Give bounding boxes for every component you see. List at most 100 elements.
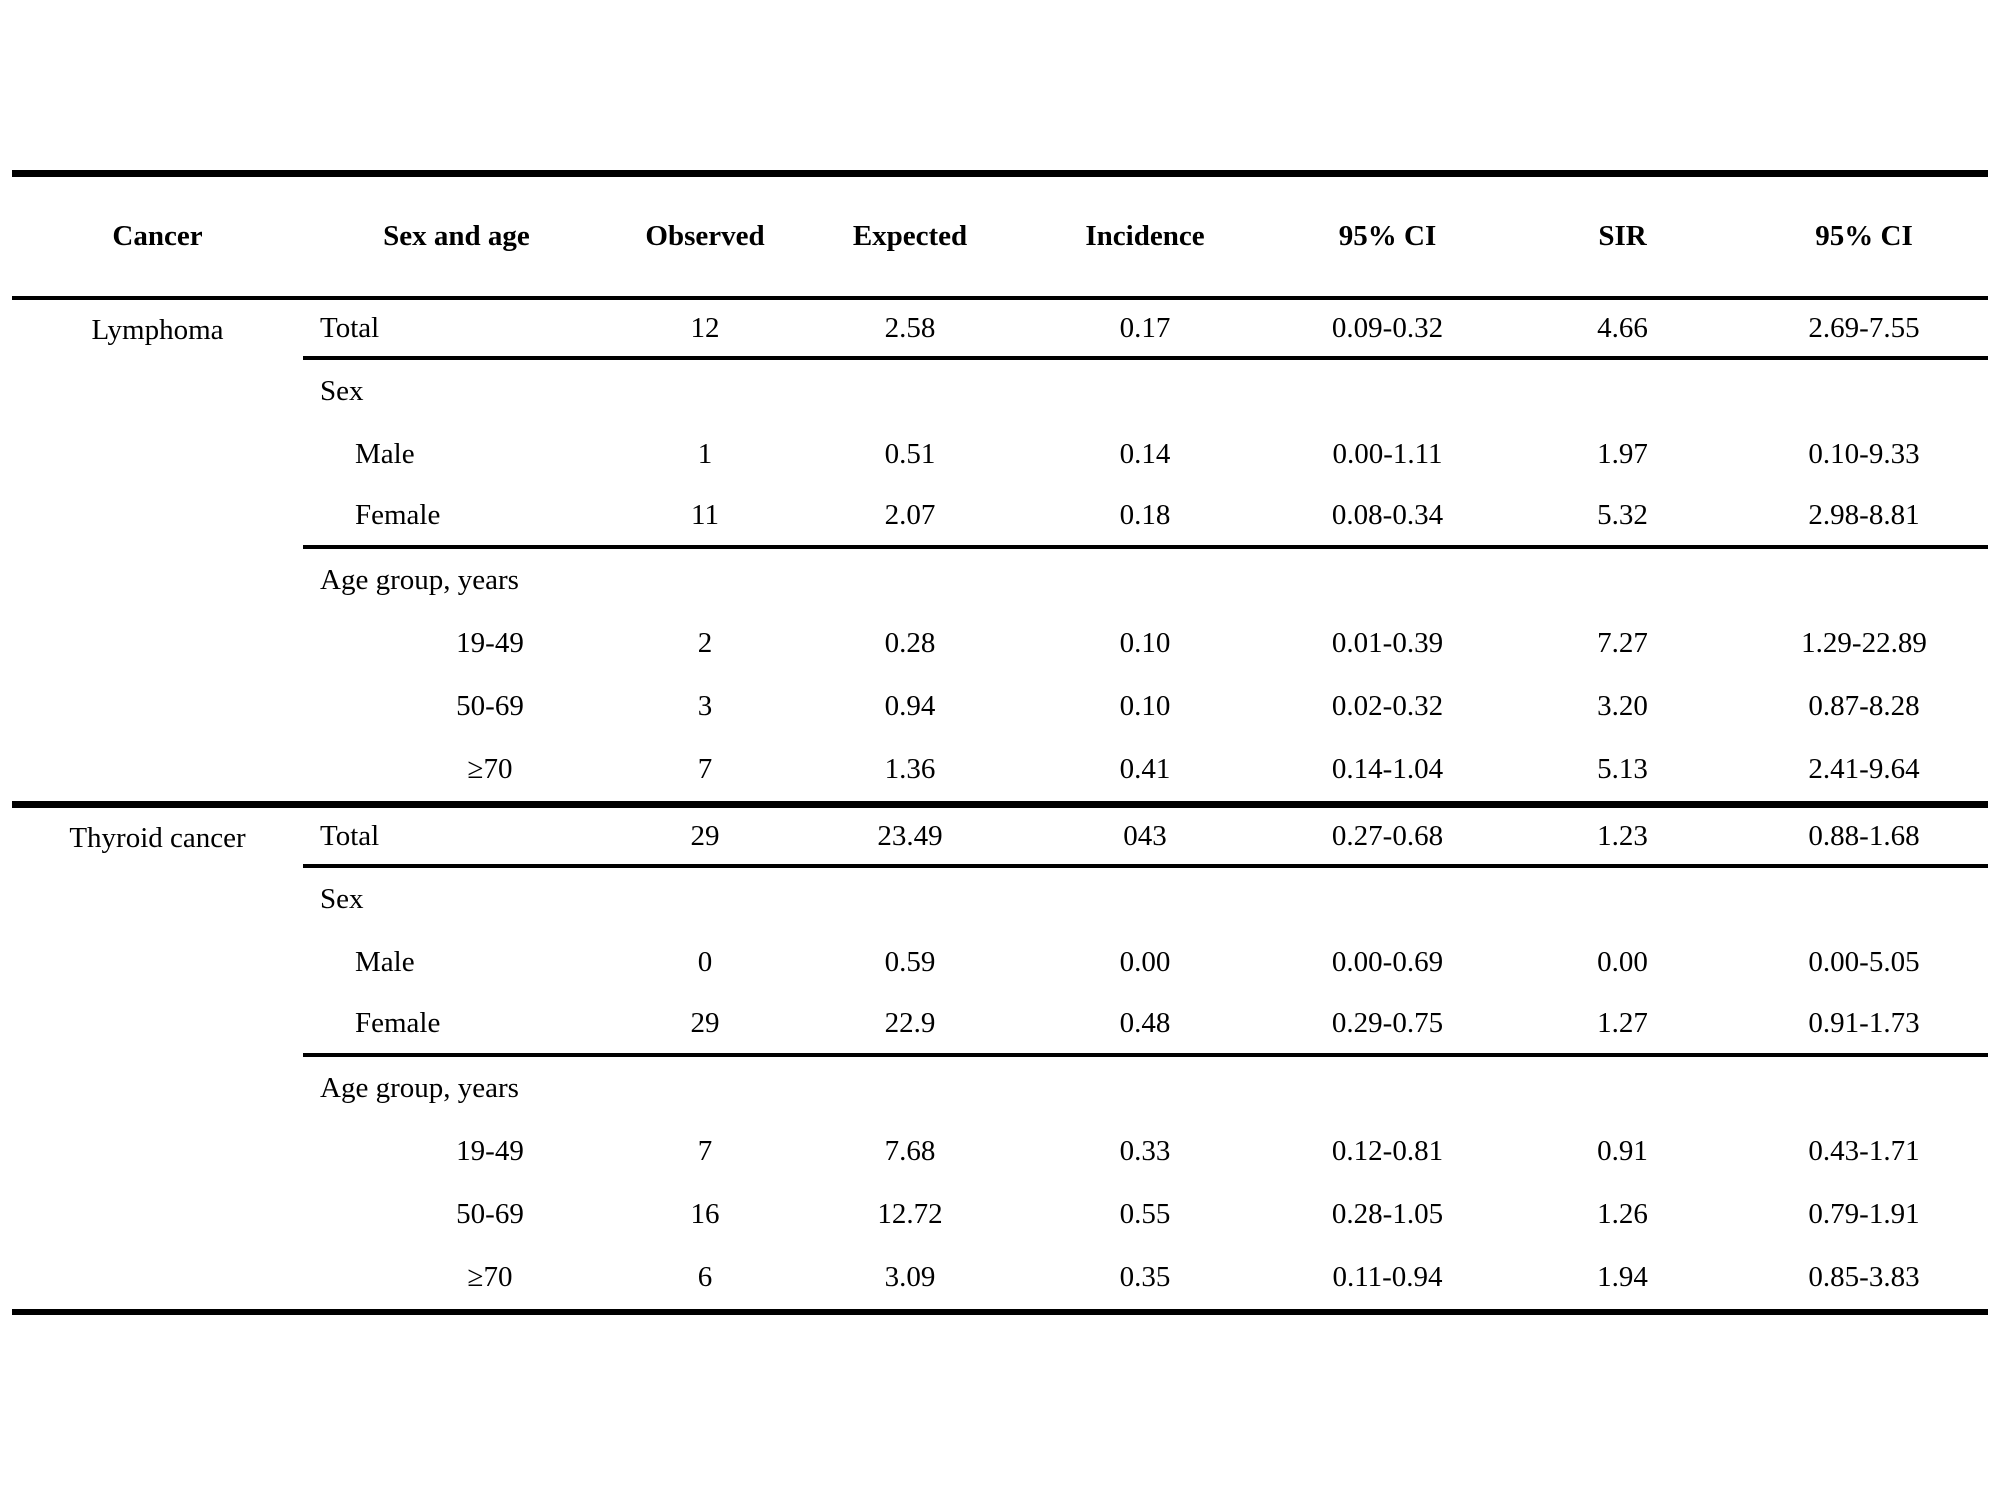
table-row: Male 1 0.51 0.14 0.00-1.11 1.97 0.10-9.33 [12,423,1988,486]
cancer-name-cell [12,360,303,423]
cell-sir: 3.20 [1597,690,1648,722]
row-label: 19-49 [456,1135,524,1167]
cell-expected: 7.68 [884,1135,936,1167]
cell-incidence-ci: 0.01-0.39 [1331,627,1444,659]
cell-incidence: 0.17 [1119,311,1171,344]
cancer-name-cell [12,738,303,801]
cell-sir: 1.97 [1597,438,1648,470]
row-label-cell: Age group, years [303,1072,610,1105]
table-row: Sex [12,868,1988,931]
row-label: Total [320,311,380,344]
column-header-sir-ci: 95% CI [1815,220,1913,252]
cancer-name-cell [12,1120,303,1183]
cell-sir-ci: 2.98-8.81 [1808,499,1920,531]
table-body: Lymphoma Total 12 2.58 0.17 0.09-0.32 4.66 2.69… [12,300,1988,1309]
cancer-name-cell [12,1057,303,1120]
row-cells: 50-69 3 0.94 0.10 0.02-0.32 3.20 0.87-8.28 [303,675,1988,738]
row-label: Sex [320,375,364,407]
row-label: Female [355,499,441,531]
cancer-name-cell [12,612,303,675]
row-cells: ≥70 6 3.09 0.35 0.11-0.94 1.94 0.85-3.83 [303,1246,1988,1309]
cell-sir: 1.27 [1597,1007,1648,1039]
cell-expected: 0.28 [884,627,936,659]
row-label-cell: Male [303,438,610,471]
table-header-row: Cancer Sex and age Observed Expected Inc… [12,177,1988,300]
cancer-name-cell [12,549,303,612]
cell-expected: 0.59 [884,946,936,978]
column-header-observed: Observed [645,220,765,252]
row-cells: Sex [303,360,1988,423]
table-row: Sex [12,360,1988,423]
column-header-cancer: Cancer [112,220,203,252]
cell-sir: 4.66 [1597,311,1648,344]
cancer-name-cell: Lymphoma [91,313,224,346]
row-label-cell: Age group, years [303,564,610,597]
row-label: 19-49 [456,627,524,659]
cell-expected: 12.72 [877,1198,943,1230]
row-cells: ≥70 7 1.36 0.41 0.14-1.04 5.13 2.41-9.64 [303,738,1988,801]
cancer-name-cell [12,1183,303,1246]
cell-sir-ci: 0.85-3.83 [1808,1261,1920,1293]
cell-observed: 29 [690,1007,720,1039]
cell-incidence: 0.55 [1119,1198,1171,1230]
cell-observed: 11 [691,499,719,531]
cell-incidence-ci: 0.09-0.32 [1331,311,1444,344]
cancer-name-cell [12,423,303,486]
cell-observed: 6 [697,1261,713,1293]
column-header-incidence-ci: 95% CI [1338,220,1437,252]
row-label-cell: 19-49 [303,627,610,660]
cancer-name-cell [12,1246,303,1309]
cell-observed: 0 [697,946,713,978]
cell-sir-ci: 2.41-9.64 [1808,753,1920,785]
row-label: Male [355,438,415,470]
table-row: ≥70 6 3.09 0.35 0.11-0.94 1.94 0.85-3.83 [12,1246,1988,1309]
table-row: 50-69 3 0.94 0.10 0.02-0.32 3.20 0.87-8.28 [12,675,1988,738]
table-row: 19-49 2 0.28 0.10 0.01-0.39 7.27 1.29-22.89 [12,612,1988,675]
row-cells: Age group, years [303,1057,1988,1120]
row-cells: Male 0 0.59 0.00 0.00-0.69 0.00 0.00-5.05 [303,931,1988,994]
row-label: Age group, years [320,564,519,596]
cell-incidence: 0.35 [1119,1261,1171,1293]
cell-observed: 1 [697,438,713,470]
cell-observed: 12 [690,311,720,344]
row-cells: Male 1 0.51 0.14 0.00-1.11 1.97 0.10-9.33 [303,423,1988,486]
row-cells: Female 11 2.07 0.18 0.08-0.34 5.32 2.98-8.81 [303,486,1988,549]
cell-incidence-ci: 0.27-0.68 [1331,819,1444,852]
cell-expected: 0.51 [884,438,936,470]
cell-incidence-ci: 0.12-0.81 [1331,1135,1444,1167]
table-row: Female 11 2.07 0.18 0.08-0.34 5.32 2.98-8.81 [12,486,1988,549]
cancer-name-cell [12,486,303,549]
row-label-cell: Sex [303,375,610,408]
row-label: ≥70 [467,753,513,785]
table-row: 50-69 16 12.72 0.55 0.28-1.05 1.26 0.79-1.91 [12,1183,1988,1246]
row-label-cell: Male [303,946,610,979]
cancer-name-cell [12,675,303,738]
cell-incidence-ci: 0.14-1.04 [1331,753,1444,785]
row-cells: 19-49 7 7.68 0.33 0.12-0.81 0.91 0.43-1.71 [303,1120,1988,1183]
cell-expected: 1.36 [884,753,936,785]
row-label: Total [320,819,380,852]
table-row: Age group, years [12,549,1988,612]
cell-sir: 1.23 [1597,819,1648,852]
row-label: 50-69 [456,690,524,722]
cell-incidence-ci: 0.00-1.11 [1332,438,1443,470]
cell-incidence: 0.00 [1119,946,1171,978]
section-thyroid-cancer: Thyroid cancer Total 29 23.49 043 0.27-0.68 1.… [12,801,1988,1309]
cell-sir: 0.91 [1597,1135,1648,1167]
cell-incidence-ci: 0.02-0.32 [1331,690,1444,722]
cell-observed: 7 [697,1135,713,1167]
row-label-cell: Total [303,312,610,345]
cell-expected: 23.49 [877,819,943,852]
table-row: 19-49 7 7.68 0.33 0.12-0.81 0.91 0.43-1.71 [12,1120,1988,1183]
cell-expected: 22.9 [884,1007,936,1039]
cancer-name-cell [12,868,303,931]
cell-incidence: 0.10 [1119,627,1171,659]
row-label-cell: ≥70 [303,1261,610,1294]
table-row: Age group, years [12,1057,1988,1120]
cell-sir-ci: 2.69-7.55 [1808,311,1920,344]
cell-sir: 1.94 [1597,1261,1648,1293]
cell-sir: 0.00 [1597,946,1648,978]
row-label-cell: Total [303,820,610,853]
cell-incidence-ci: 0.28-1.05 [1331,1198,1444,1230]
row-label-cell: 50-69 [303,690,610,723]
